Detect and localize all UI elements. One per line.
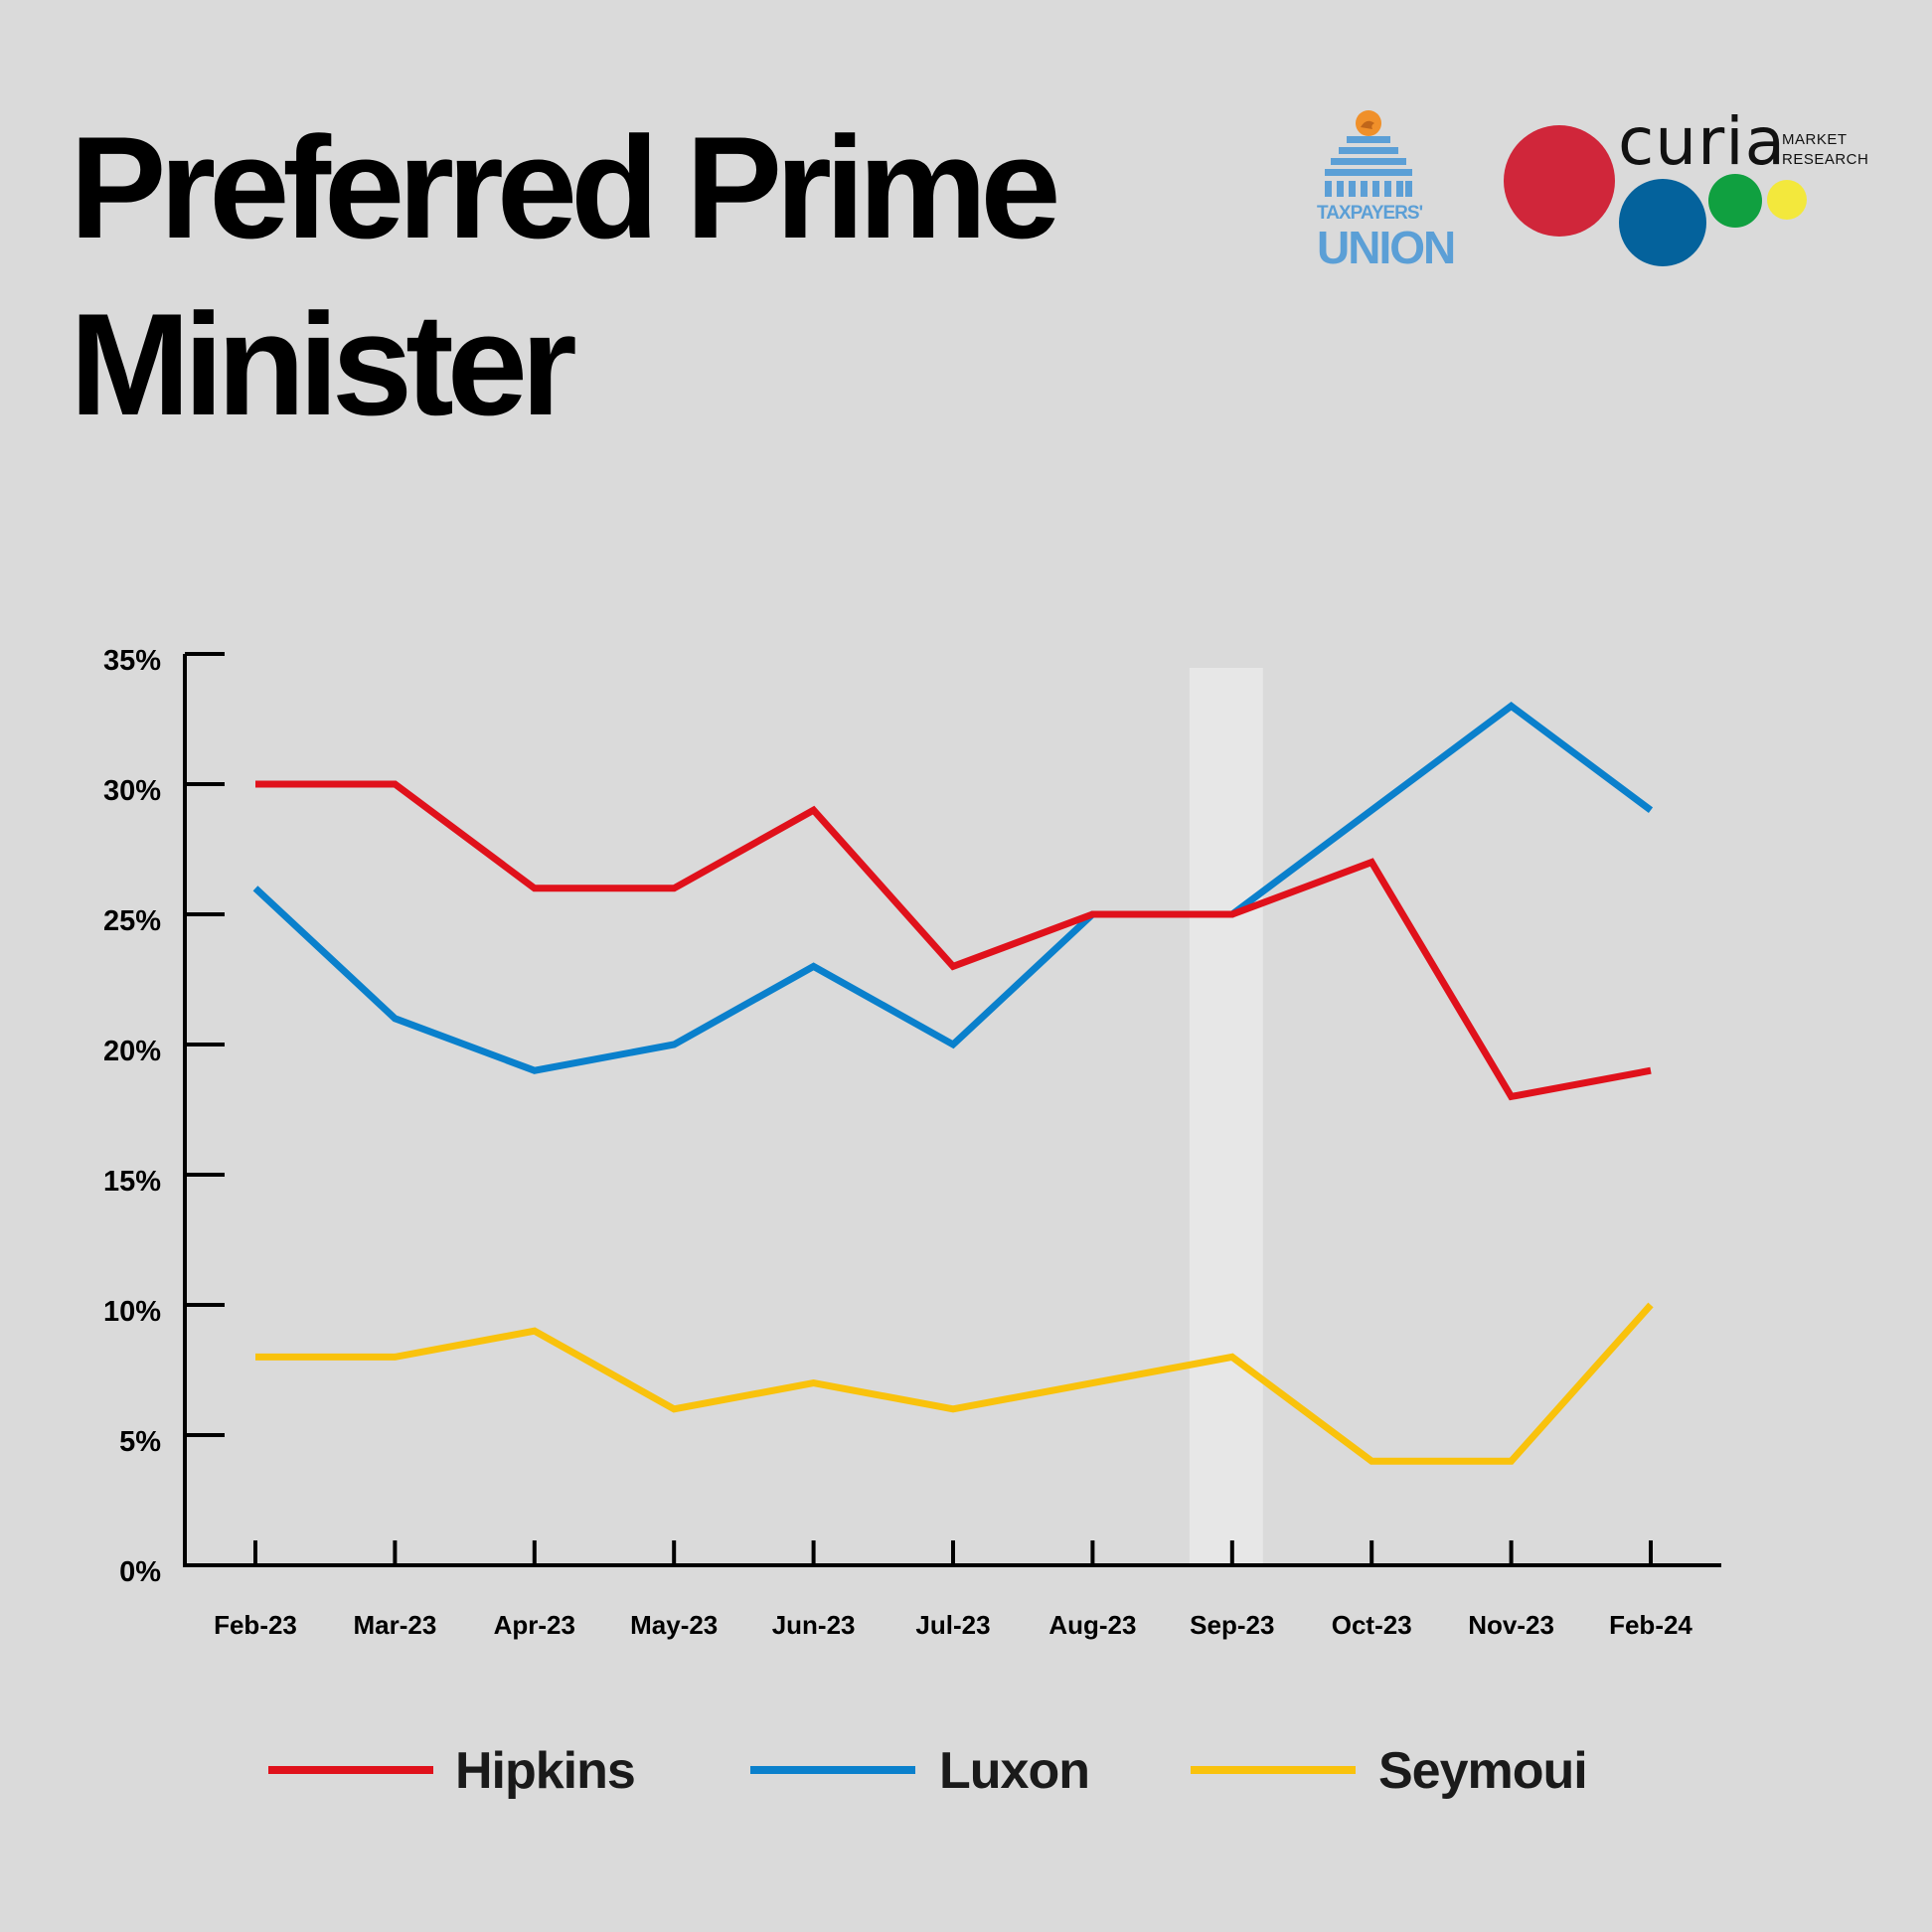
legend-label-luxon: Luxon	[939, 1742, 1089, 1800]
y-tick-label: 25%	[103, 905, 161, 937]
y-tick-label: 10%	[103, 1296, 161, 1328]
series-line-hipkins	[255, 780, 1652, 1101]
legend-label-hipkins: Hipkins	[455, 1742, 635, 1800]
x-tick-label: Jun-23	[772, 1610, 856, 1640]
legend-label-seymoui: Seymoui	[1378, 1742, 1587, 1800]
x-tick-label: Mar-23	[353, 1610, 436, 1640]
y-tick-label: 35%	[103, 645, 161, 677]
chart-title: Preferred Prime Minister	[70, 106, 1061, 445]
x-tick-label: Feb-24	[1609, 1610, 1692, 1640]
curia-logo	[1504, 125, 1807, 266]
x-tick-label: Apr-23	[494, 1610, 575, 1640]
x-tick-label: May-23	[630, 1610, 718, 1640]
taxpayers-union-wordmark: TAXPAYERS' UNION	[1317, 203, 1456, 273]
y-tick-label: 5%	[119, 1426, 161, 1458]
y-tick-label: 15%	[103, 1166, 161, 1198]
x-tick-label: Sep-23	[1190, 1610, 1274, 1640]
line-chart: 0% 5% 10% 15% 20% 25% 30% 35% Feb-23 Mar-23 Apr-23…	[103, 645, 1721, 1800]
series-line-seymoui	[255, 1302, 1654, 1465]
y-tick-label: 30%	[103, 775, 161, 807]
taxpayers-union-logo	[1325, 110, 1412, 197]
x-tick-label: Jul-23	[915, 1610, 990, 1640]
y-tick-label: 0%	[119, 1556, 161, 1588]
x-tick-label: Oct-23	[1332, 1610, 1412, 1640]
x-tick-label: Nov-23	[1468, 1610, 1554, 1640]
highlight-band	[1189, 668, 1263, 1565]
curia-subtitle: MARKET RESEARCH	[1782, 131, 1869, 168]
x-tick-label: Aug-23	[1048, 1610, 1136, 1640]
curia-wordmark: curia	[1618, 103, 1787, 180]
series-line-luxon	[252, 702, 1654, 1074]
x-tick-label: Feb-23	[214, 1610, 297, 1640]
y-tick-label: 20%	[103, 1036, 161, 1067]
